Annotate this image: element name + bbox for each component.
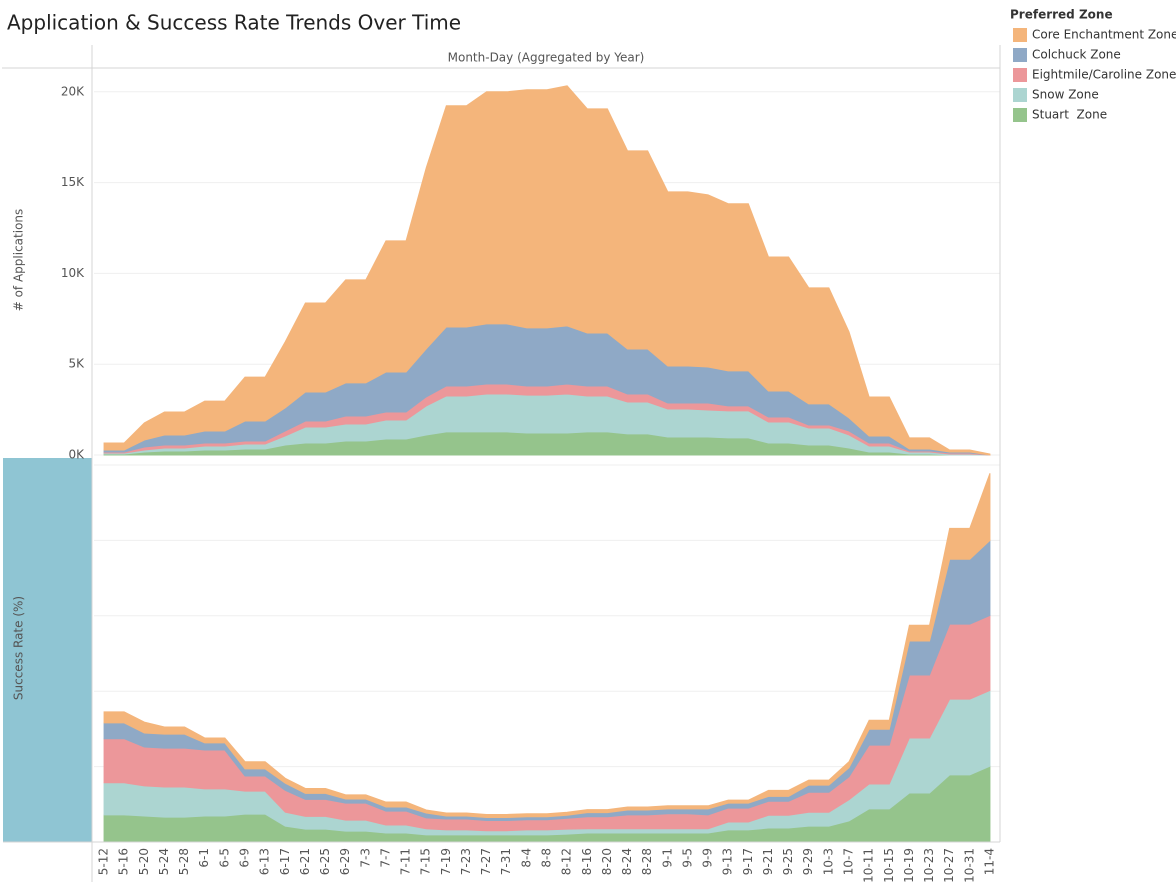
x-tick-label: 7-19 [439, 848, 453, 875]
x-tick-label: 6-9 [238, 848, 252, 868]
x-tick-label: 10-27 [942, 848, 956, 883]
x-tick-label: 9-29 [801, 848, 815, 875]
x-tick-label: 9-17 [741, 848, 755, 875]
y-tick-label: 0K [68, 448, 85, 462]
legend-title: Preferred Zone [1010, 8, 1113, 22]
x-tick-label: 10-3 [821, 848, 835, 875]
x-tick-label: 5-28 [177, 848, 191, 875]
y-axis-label: Success Rate (%) [12, 596, 26, 700]
legend-item: Stuart Zone [1032, 108, 1107, 122]
x-tick-label: 10-19 [902, 848, 916, 883]
x-tick-label: 9-25 [781, 848, 795, 875]
x-tick-label: 7-11 [399, 848, 413, 875]
x-tick-label: 10-23 [922, 848, 936, 883]
x-tick-label: 7-15 [419, 848, 433, 875]
x-tick-label: 5-20 [137, 848, 151, 875]
y-tick-label: 10K [61, 266, 85, 280]
x-tick-label: 7-27 [479, 848, 493, 875]
x-tick-label: 8-4 [519, 848, 533, 868]
x-tick-label: 6-25 [318, 848, 332, 875]
x-tick-label: 8-24 [620, 848, 634, 875]
x-tick-label: 7-3 [358, 848, 372, 868]
legend-item: Eightmile/Caroline Zone [1032, 68, 1176, 82]
x-tick-label: 8-28 [640, 848, 654, 875]
x-tick-label: 8-16 [580, 848, 594, 875]
x-tick-label: 8-12 [560, 848, 574, 875]
x-tick-label: 6-17 [278, 848, 292, 875]
stacked-area [103, 85, 991, 456]
y-tick-label: 20K [61, 84, 85, 98]
x-tick-label: 6-21 [298, 848, 312, 875]
y-tick-label: 15K [61, 175, 85, 189]
axis-band [3, 458, 92, 842]
x-tick-label: 9-13 [721, 848, 735, 875]
x-tick-label: 6-29 [338, 848, 352, 875]
stacked-area [103, 473, 991, 818]
y-tick-label: 5K [68, 357, 85, 371]
x-tick-label: 5-12 [97, 848, 111, 875]
legend-item: Snow Zone [1032, 88, 1099, 102]
x-tick-label: 6-13 [258, 848, 272, 875]
x-axis-header: Month-Day (Aggregated by Year) [448, 51, 645, 65]
x-tick-label: 5-24 [157, 848, 171, 875]
legend-swatch [1013, 108, 1027, 122]
x-tick-label: 8-8 [540, 848, 554, 868]
x-tick-label: 9-21 [761, 848, 775, 875]
plot-layer: 0K 5K 10K 15K 20K 5-12 5-16 5-20 5-24 5-28 6-1 6-5 6… [61, 84, 1000, 883]
legend-item: Colchuck Zone [1032, 48, 1121, 62]
x-tick-label: 9-5 [680, 848, 694, 868]
legend-item: Core Enchantment Zone [1032, 28, 1176, 42]
x-tick-label: 6-5 [217, 848, 231, 868]
x-tick-label: 10-31 [962, 848, 976, 883]
x-tick-label: 10-7 [842, 848, 856, 875]
x-tick-label: 9-1 [660, 848, 674, 868]
legend-swatch [1013, 28, 1027, 42]
x-tick-label: 11-4 [982, 848, 996, 875]
x-tick-label: 10-15 [882, 848, 896, 883]
x-tick-label: 8-20 [600, 848, 614, 875]
x-tick-label: 10-11 [862, 848, 876, 883]
x-tick-label: 7-7 [378, 848, 392, 868]
legend-swatch [1013, 68, 1027, 82]
x-tick-label: 9-9 [701, 848, 715, 868]
x-tick-label: 7-23 [459, 848, 473, 875]
x-tick-label: 6-1 [197, 848, 211, 868]
legend-swatch [1013, 88, 1027, 102]
x-tick-label: 5-16 [117, 848, 131, 875]
chart-title: Application & Success Rate Trends Over T… [7, 11, 461, 35]
y-axis-label: # of Applications [12, 209, 26, 312]
legend-swatch [1013, 48, 1027, 62]
x-tick-label: 7-31 [499, 848, 513, 875]
